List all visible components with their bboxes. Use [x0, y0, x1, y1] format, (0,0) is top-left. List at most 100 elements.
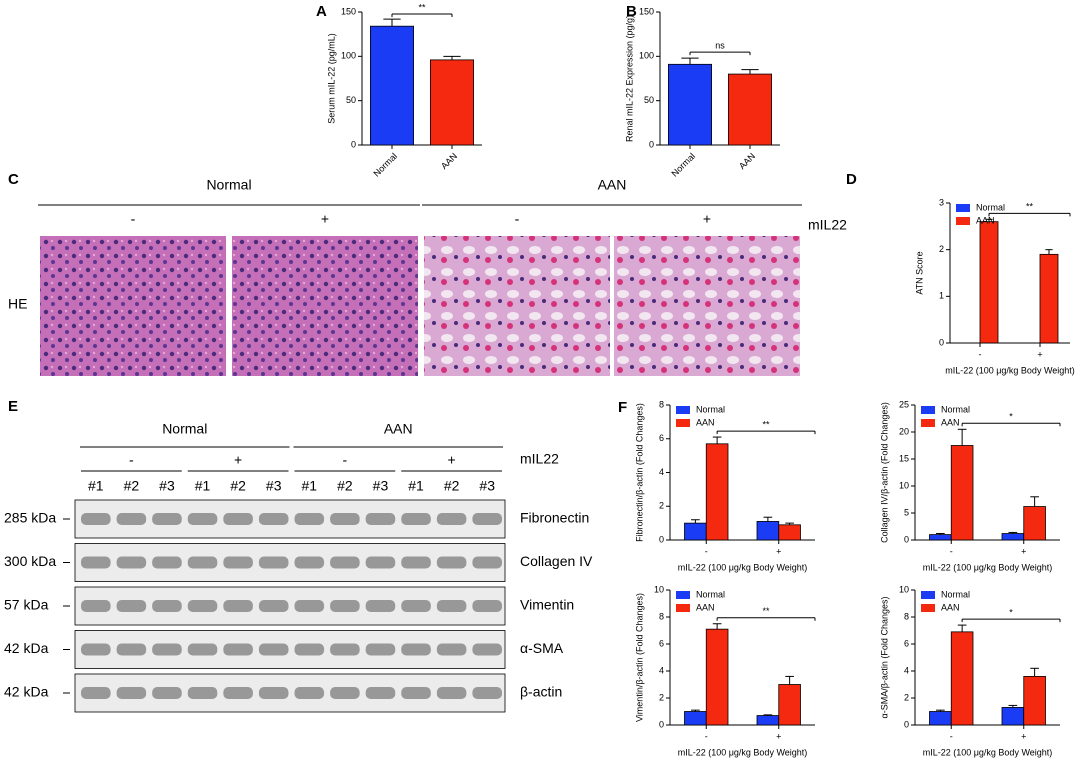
- bar: [756, 715, 780, 726]
- legend-swatch: [676, 604, 690, 612]
- legend-swatch: [676, 591, 690, 599]
- treatment-label: +: [448, 452, 456, 468]
- bar: [684, 522, 707, 541]
- lane-label: #3: [373, 478, 389, 494]
- treatment-label: +: [234, 452, 242, 468]
- blot-strip: [74, 673, 506, 713]
- blot-band: [258, 600, 289, 612]
- bar: [1023, 506, 1046, 541]
- bar: [705, 443, 729, 541]
- bar: [756, 521, 780, 541]
- bar: [429, 59, 474, 146]
- y-tick-label: 6: [904, 638, 909, 648]
- bar: [728, 73, 773, 146]
- legend-label: AAN: [696, 602, 715, 612]
- y-tick-label: 2: [659, 501, 664, 511]
- blot-band: [401, 600, 431, 612]
- legend-label: Normal: [941, 404, 970, 414]
- bar: [1001, 533, 1025, 541]
- y-tick-label: 100: [639, 51, 654, 61]
- blot-band: [472, 687, 502, 699]
- legend-swatch: [956, 217, 970, 225]
- y-axis-label: α-SMA/β-actin (Fold Changes): [879, 597, 889, 719]
- blot-band: [330, 556, 360, 569]
- panel-label: F: [618, 399, 627, 416]
- y-tick-label: 6: [659, 433, 664, 443]
- blot-band: [294, 556, 325, 569]
- y-axis-label: Collagen IV/β-actin (Fold Changes): [879, 402, 889, 543]
- y-tick-label: 2: [904, 692, 909, 702]
- blot-band: [330, 687, 360, 699]
- blot-band: [223, 513, 253, 525]
- panel-label: C: [8, 171, 19, 188]
- legend-label: AAN: [941, 602, 960, 612]
- lane-label: #3: [266, 478, 282, 494]
- blot-band: [401, 513, 431, 525]
- x-tick-label: +: [776, 546, 781, 556]
- blot-band: [436, 600, 467, 612]
- bar: [369, 25, 414, 146]
- blot-strip: [74, 499, 506, 539]
- blot-band: [152, 600, 182, 612]
- significance-label: ns: [715, 40, 725, 50]
- blot-band: [116, 513, 147, 525]
- size-label: 42 kDa: [4, 640, 49, 656]
- histology-image: [40, 236, 226, 376]
- bar: [705, 628, 729, 726]
- treatment-label: -: [343, 452, 348, 468]
- treatment-title: mIL22: [808, 217, 847, 233]
- blot-band: [152, 643, 182, 656]
- bar: [668, 63, 713, 146]
- blot-band: [223, 687, 253, 699]
- y-tick-label: 0: [939, 337, 944, 347]
- protein-label: Collagen IV: [520, 553, 593, 569]
- y-tick-label: 6: [659, 638, 664, 648]
- legend-label: AAN: [976, 215, 995, 225]
- x-axis-label: mIL-22 (100 μg/kg Body Weight): [923, 747, 1053, 757]
- y-axis-label: Renal mIL-22 Expression (pg/g): [624, 15, 634, 142]
- blot-band: [436, 513, 467, 525]
- x-axis-label: mIL-22 (100 μg/kg Body Weight): [678, 562, 808, 572]
- blot-band: [401, 556, 431, 569]
- lane-label: #2: [124, 478, 140, 494]
- blot-strip: [74, 543, 506, 582]
- significance-label: **: [763, 419, 771, 429]
- x-tick-label: +: [1021, 731, 1026, 741]
- legend-label: Normal: [696, 589, 725, 599]
- blot-band: [152, 556, 182, 569]
- group-label: Normal: [162, 421, 207, 437]
- y-tick-label: 0: [904, 534, 909, 544]
- bar: [1023, 676, 1046, 726]
- y-tick-label: 0: [659, 719, 664, 729]
- group-label: AAN: [598, 177, 627, 193]
- lane-label: #2: [444, 478, 460, 494]
- y-tick-label: 0: [904, 719, 909, 729]
- lane-label: #1: [88, 478, 104, 494]
- protein-label: β-actin: [520, 684, 562, 700]
- x-tick-label: AAN: [439, 151, 459, 171]
- x-tick-label: AAN: [737, 151, 757, 171]
- lane-label: #1: [195, 478, 211, 494]
- histology-image: [232, 236, 418, 376]
- blot-band: [81, 556, 111, 569]
- legend-label: Normal: [976, 202, 1005, 212]
- y-tick-label: 50: [644, 95, 654, 105]
- significance-label: **: [418, 2, 426, 12]
- y-axis-label: Fibronectin/β-actin (Fold Changes): [634, 403, 644, 542]
- x-axis-label: mIL-22 (100 μg/kg Body Weight): [945, 365, 1075, 375]
- treatment-label: +: [321, 211, 329, 227]
- significance-label: **: [1026, 202, 1034, 212]
- y-axis-label: ATN Score: [914, 251, 924, 294]
- y-tick-label: 1: [939, 291, 944, 301]
- y-tick-label: 0: [649, 139, 654, 149]
- legend-swatch: [676, 419, 690, 427]
- blot-band: [152, 513, 182, 525]
- x-tick-label: -: [950, 731, 953, 741]
- blot-band: [81, 600, 111, 612]
- y-tick-label: 150: [639, 6, 654, 16]
- blot-band: [365, 643, 396, 656]
- y-tick-label: 25: [899, 399, 909, 409]
- blot-band: [365, 687, 396, 699]
- legend-swatch: [956, 204, 970, 212]
